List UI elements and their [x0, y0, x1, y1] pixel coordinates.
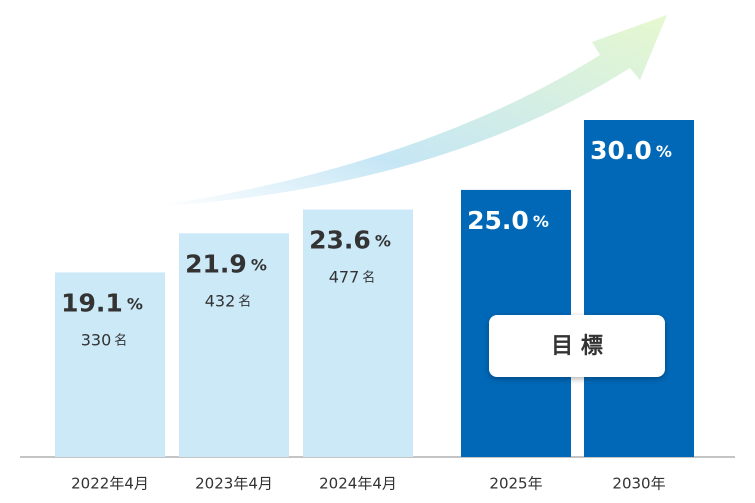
count-number: 432 [205, 291, 236, 310]
count-label: 432 名 [205, 291, 252, 310]
target-box [489, 315, 665, 377]
count-unit: 名 [238, 293, 251, 309]
x-tick-label: 2023年4月 [195, 475, 273, 493]
x-tick-label: 2022年4月 [71, 475, 149, 493]
count-label: 330 名 [81, 330, 128, 349]
value-unit: % [656, 142, 672, 161]
count-number: 330 [81, 330, 112, 349]
value-label: 30.0% [590, 136, 672, 165]
value-number: 25.0 [467, 206, 529, 235]
value-number: 30.0 [590, 136, 652, 165]
count-number: 477 [329, 267, 360, 286]
bar [55, 272, 165, 457]
value-number: 19.1 [61, 288, 123, 317]
value-label: 21.9% [185, 249, 267, 278]
value-number: 23.6 [309, 225, 371, 254]
value-unit: % [375, 231, 391, 250]
growth-arrow [150, 15, 667, 207]
x-tick-label: 2025年 [489, 475, 542, 493]
count-label: 477 名 [329, 267, 376, 286]
bar [179, 233, 289, 457]
bar [584, 120, 694, 457]
value-label: 25.0% [467, 206, 549, 235]
value-number: 21.9 [185, 249, 247, 278]
count-unit: 名 [114, 332, 127, 348]
count-unit: 名 [362, 269, 375, 285]
value-unit: % [251, 255, 267, 274]
value-unit: % [533, 211, 549, 230]
bar [303, 209, 413, 457]
value-label: 23.6% [309, 225, 391, 254]
value-unit: % [127, 294, 143, 313]
value-label: 19.1% [61, 288, 143, 317]
target-label: 目 標 [551, 334, 603, 359]
x-tick-label: 2024年4月 [319, 475, 397, 493]
x-tick-label: 2030年 [612, 475, 665, 493]
